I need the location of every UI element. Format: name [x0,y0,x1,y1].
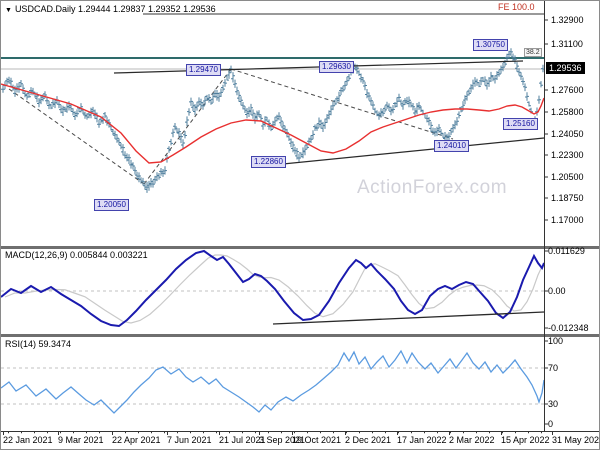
dashed-swing-leg-3 [230,68,454,140]
rsi-axis-tick-label: 30 [548,399,559,409]
time-axis-label: 17 Jan 2022 [397,435,447,445]
rising-support-trendline [252,137,545,168]
time-axis-label: 9 Mar 2021 [58,435,104,445]
panel-separator[interactable] [1,246,600,249]
time-axis-label: 2 Mar 2022 [449,435,495,445]
fib-expansion-label[interactable]: FE 100.0 [498,2,535,12]
upper-resistance-trendline [113,60,524,74]
macd-axis-tick-label: -0.012348 [548,323,589,333]
price-axis-tick-label: 1.25800 [551,107,584,117]
macd-main-line [1,249,545,328]
rsi-axis-tick-label: 100 [548,336,564,346]
macd-support-trendline [272,311,545,325]
price-axis-tick-label: 1.22300 [551,150,584,160]
time-axis-label: 21 Jul 2021 [219,435,266,445]
price-axis-tick-label: 1.17000 [551,215,584,225]
rsi-axis-tick-label: 0 [548,419,554,429]
time-axis-label: 22 Apr 2021 [112,435,161,445]
chart-title: ▼ USDCAD.Daily 1.29444 1.29837 1.29352 1.… [5,4,216,14]
price-axis-tick-label: 1.27600 [551,85,584,95]
macd-panel[interactable] [1,249,544,334]
macd-axis-tick-label: 0.011629 [548,246,585,256]
time-axis-label: 22 Jan 2021 [3,435,53,445]
price-level-label[interactable]: 1.22860 [251,156,286,168]
chart-title-symbol: USDCAD.Daily [14,4,76,14]
time-axis-label: 19 Oct 2021 [292,435,342,445]
price-axis-tick-label: 1.20500 [551,172,584,182]
time-axis-label: 3 Sep 2021 [259,435,306,445]
symbol-dropdown-icon[interactable]: ▼ [5,7,12,14]
price-axis-tick-label: 1.24050 [551,129,584,139]
price-level-label[interactable]: 1.29470 [186,64,221,76]
chart-title-ohlc: 1.29444 1.29837 1.29352 1.29536 [77,4,216,14]
panel-separator[interactable] [1,334,600,337]
fib-retracement-382-label[interactable]: 38.2 [524,48,542,57]
price-panel[interactable] [1,1,544,246]
rsi-panel[interactable] [1,337,544,431]
price-level-label[interactable]: 1.29630 [319,61,354,73]
price-level-label[interactable]: 1.25160 [503,118,538,130]
current-price-box: 1.29536 [546,62,585,74]
dashed-swing-leg-2 [143,68,232,185]
rsi-axis-tick-label: 70 [548,363,559,373]
time-axis-label: 15 Apr 2022 [501,435,550,445]
price-axis-tick-label: 1.31100 [551,39,583,49]
price-level-label[interactable]: 1.24010 [434,140,469,152]
rsi-line [1,349,545,414]
price-level-label[interactable]: 1.20050 [94,199,129,211]
macd-signal-line [4,254,545,324]
time-axis-label: 7 Jun 2021 [167,435,212,445]
rsi-indicator-label: RSI(14) 59.3474 [5,339,72,349]
price-axis-tick-label: 1.32900 [551,15,584,25]
time-axis-label: 31 May 2022 [552,435,600,445]
time-axis-label: 2 Dec 2021 [345,435,392,445]
price-axis-tick-label: 1.18750 [551,193,584,203]
price-level-label[interactable]: 1.30750 [473,39,508,51]
watermark: ActionForex.com [357,177,508,198]
macd-indicator-label: MACD(12,26,9) 0.005844 0.003221 [5,250,148,260]
macd-axis-tick-label: 0.00 [548,286,566,296]
moving-average-line [1,83,545,164]
